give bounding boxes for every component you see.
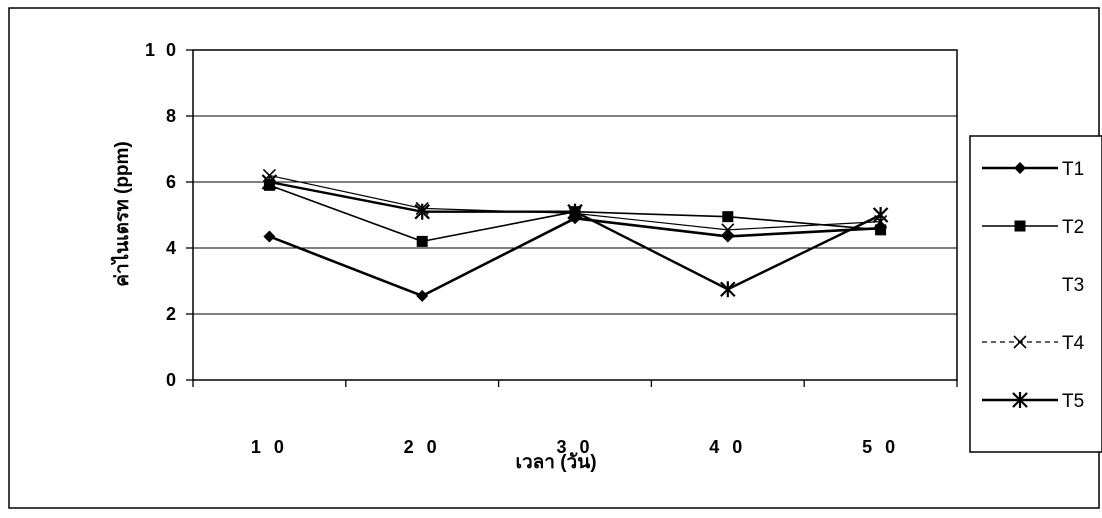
x-tick-label: 5 0 xyxy=(862,437,899,457)
data-point-t5 xyxy=(720,281,736,298)
legend-marker xyxy=(1012,392,1028,408)
y-tick-label: 4 xyxy=(166,238,179,258)
data-point-t5 xyxy=(872,207,889,223)
x-tick-label: 2 0 xyxy=(404,437,441,457)
data-point-t5 xyxy=(261,174,278,190)
legend-item-t2: T2 xyxy=(982,217,1084,238)
legend: T1 T2 T3 T4 T5 xyxy=(982,159,1085,412)
data-point-t2 xyxy=(875,224,887,236)
y-tick-label: 6 xyxy=(166,172,179,192)
legend-item-t1: T1 xyxy=(982,159,1084,180)
data-point-t2 xyxy=(722,211,734,223)
y-tick-label: 1 0 xyxy=(145,40,179,60)
legend-marker xyxy=(1014,162,1026,174)
legend-marker xyxy=(1013,335,1027,349)
y-tick-label: 0 xyxy=(166,370,179,390)
x-tick-label: 1 0 xyxy=(251,437,288,457)
gridlines xyxy=(193,49,957,315)
legend-label: T1 xyxy=(1062,159,1084,180)
x-tick-label: 3 0 xyxy=(556,437,593,457)
y-tick-label: 8 xyxy=(166,106,179,126)
data-point-t5 xyxy=(567,203,583,220)
legend-marker xyxy=(1014,220,1026,232)
legend-item-t3: T3 xyxy=(1062,275,1084,296)
legend-item-t4: T4 xyxy=(982,333,1085,354)
data-point-t1 xyxy=(263,230,276,243)
data-point-t2 xyxy=(416,235,428,247)
x-tick-label: 4 0 xyxy=(709,437,746,457)
y-axis: 0 2 4 6 8 1 0 xyxy=(145,40,193,390)
data-point-t1 xyxy=(416,289,429,302)
legend-label: T3 xyxy=(1062,275,1084,296)
legend-label: T4 xyxy=(1062,333,1085,354)
legend-label: T5 xyxy=(1062,391,1084,412)
series-layer xyxy=(261,168,889,302)
y-axis-label: ค่าไนเตรท (ppm) xyxy=(110,141,133,287)
x-axis-label: เวลา (วัน) xyxy=(515,452,596,473)
legend-label: T2 xyxy=(1062,217,1084,238)
data-point-t5 xyxy=(414,203,430,220)
series-t5 xyxy=(261,174,889,298)
legend-item-t5: T5 xyxy=(982,391,1084,412)
x-axis: 1 0 2 0 3 0 4 0 5 0 xyxy=(192,380,958,457)
y-tick-label: 2 xyxy=(166,304,179,324)
data-point-t4 xyxy=(721,223,735,237)
